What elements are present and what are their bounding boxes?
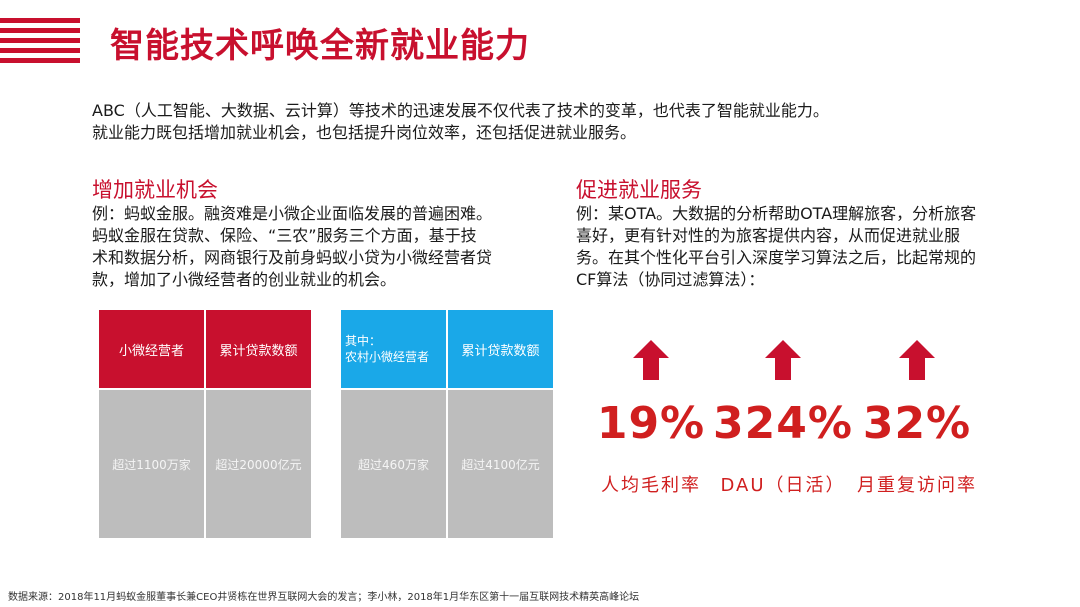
- right-section-body: 例：某OTA。大数据的分析帮助OTA理解旅客，分析旅客 喜好，更有针对性的为旅客…: [576, 203, 976, 291]
- table-header-cell: 小微经营者: [97, 308, 206, 390]
- rural-table: 其中： 农村小微经营者 累计贷款数额 超过460万家 超过4100亿元: [339, 308, 555, 540]
- right-body-line: 务。在其个性化平台引入深度学习算法之后，比起常规的: [576, 248, 977, 267]
- left-body-line: 例：蚂蚁金服。融资难是小微企业面临发展的普遍困难。: [92, 204, 493, 223]
- right-body-line: 喜好，更有针对性的为旅客提供内容，从而促进就业服: [576, 226, 961, 245]
- stat-monthly-revisit: 32% 月重复访问率: [852, 340, 982, 497]
- right-body-line: CF算法（协同过滤算法）：: [576, 270, 765, 289]
- stat-gross-margin: 19% 人均毛利率: [596, 340, 706, 497]
- ant-financial-table: 小微经营者 累计贷款数额 超过1100万家 超过20000亿元: [97, 308, 313, 540]
- intro-line-1: ABC（人工智能、大数据、云计算）等技术的迅速发展不仅代表了技术的变革，也代表了…: [92, 101, 829, 120]
- up-arrow-icon: [899, 340, 935, 380]
- table-header-line: 其中：: [345, 334, 382, 348]
- intro-text: ABC（人工智能、大数据、云计算）等技术的迅速发展不仅代表了技术的变革，也代表了…: [92, 100, 829, 144]
- left-body-line: 蚂蚁金服在贷款、保险、“三农”服务三个方面，基于技: [92, 226, 477, 245]
- up-arrow-icon: [633, 340, 669, 380]
- stat-label: DAU（日活）: [720, 475, 846, 496]
- left-body-line: 款，增加了小微经营者的创业就业的机会。: [92, 270, 397, 289]
- right-body-line: 例：某OTA。大数据的分析帮助OTA理解旅客，分析旅客: [576, 204, 977, 223]
- stat-value: 19%: [596, 398, 706, 449]
- stat-label: 月重复访问率: [857, 475, 977, 496]
- right-section-heading: 促进就业服务: [576, 178, 702, 202]
- stat-value: 324%: [713, 398, 853, 449]
- table-cell: 超过460万家: [339, 388, 448, 540]
- intro-line-2: 就业能力既包括增加就业机会，也包括提升岗位效率，还包括促进就业服务。: [92, 123, 637, 142]
- left-body-line: 术和数据分析，网商银行及前身蚂蚁小贷为小微经营者贷: [92, 248, 493, 267]
- left-section-heading: 增加就业机会: [92, 178, 218, 202]
- stat-label: 人均毛利率: [601, 475, 701, 496]
- table-header-cell: 累计贷款数额: [446, 308, 555, 390]
- page-title: 智能技术呼唤全新就业能力: [110, 26, 530, 66]
- table-header-line: 农村小微经营者: [345, 350, 430, 364]
- up-arrow-icon: [765, 340, 801, 380]
- stat-dau: 324% DAU（日活）: [712, 340, 854, 497]
- table-cell: 超过1100万家: [97, 388, 206, 540]
- table-cell: 超过4100亿元: [446, 388, 555, 540]
- decorative-stripes: [0, 18, 80, 66]
- source-footnote: 数据来源：2018年11月蚂蚁金服董事长兼CEO井贤栋在世界互联网大会的发言；李…: [8, 592, 640, 603]
- stat-value: 32%: [862, 398, 972, 449]
- table-header-cell: 累计贷款数额: [204, 308, 313, 390]
- table-cell: 超过20000亿元: [204, 388, 313, 540]
- table-header-cell: 其中： 农村小微经营者: [339, 308, 448, 390]
- left-section-body: 例：蚂蚁金服。融资难是小微企业面临发展的普遍困难。 蚂蚁金服在贷款、保险、“三农…: [92, 203, 492, 291]
